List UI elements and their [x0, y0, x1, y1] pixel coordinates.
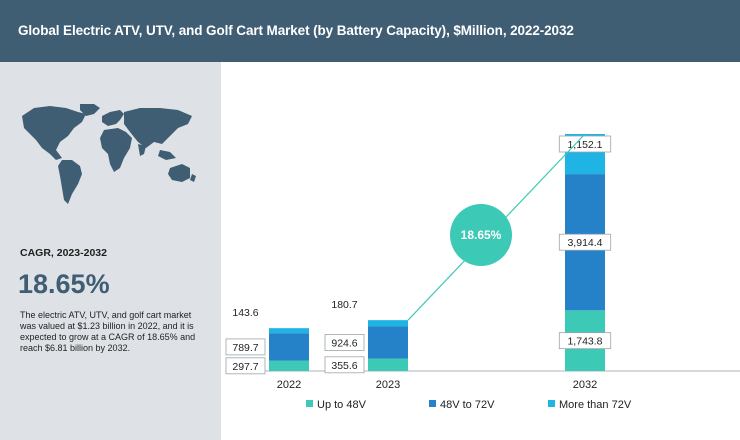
legend-label: Up to 48V: [317, 399, 367, 411]
cagr-label: CAGR, 2023-2032: [20, 247, 107, 259]
x-tick-label: 2032: [573, 379, 597, 391]
data-label-box: [225, 338, 266, 356]
legend-swatch: [306, 400, 313, 407]
legend-label: More than 72V: [559, 399, 632, 411]
x-tick-label: 2022: [277, 379, 301, 391]
data-label: 789.7: [232, 342, 258, 354]
data-label-box: [558, 233, 612, 251]
data-label: 1,743.8: [567, 336, 602, 348]
bar-segment: [368, 358, 408, 371]
data-label: 3,914.4: [567, 237, 602, 249]
data-label: 924.6: [331, 338, 357, 350]
world-map-icon: [22, 104, 196, 204]
data-label: 180.7: [331, 299, 357, 311]
data-label-box: [558, 332, 612, 350]
data-label-box: [324, 356, 365, 374]
bar-segment: [368, 320, 408, 327]
market-summary: The electric ATV, UTV, and golf cart mar…: [20, 310, 196, 353]
x-tick-label: 2023: [376, 379, 400, 391]
page-title: Global Electric ATV, UTV, and Golf Cart …: [18, 23, 574, 38]
legend-swatch: [548, 400, 555, 407]
data-label: 1,152.1: [567, 139, 602, 151]
cagr-bubble: [450, 204, 512, 266]
data-label: 143.6: [232, 307, 258, 319]
data-label: 297.7: [232, 361, 258, 373]
legend-swatch: [429, 400, 436, 407]
bar-segment: [269, 328, 309, 334]
bar-segment: [368, 326, 408, 359]
cagr-value: 18.65%: [18, 269, 110, 299]
bar-segment: [269, 333, 309, 361]
stacked-bar-chart: 2022 297.7 789.7 143.6 2023 355.6 924.6 180.7 20…: [225, 133, 740, 411]
legend-label: 48V to 72V: [440, 399, 495, 411]
data-label-box: [225, 357, 266, 375]
cagr-bubble-label: 18.65%: [461, 228, 502, 242]
data-label: 355.6: [331, 360, 357, 372]
sidebar-panel: CAGR, 2023-2032 18.65% The electric ATV,…: [0, 62, 221, 440]
header-bar: Global Electric ATV, UTV, and Golf Cart …: [0, 0, 740, 62]
data-label-box: [324, 334, 365, 351]
bar-segment: [269, 360, 309, 371]
